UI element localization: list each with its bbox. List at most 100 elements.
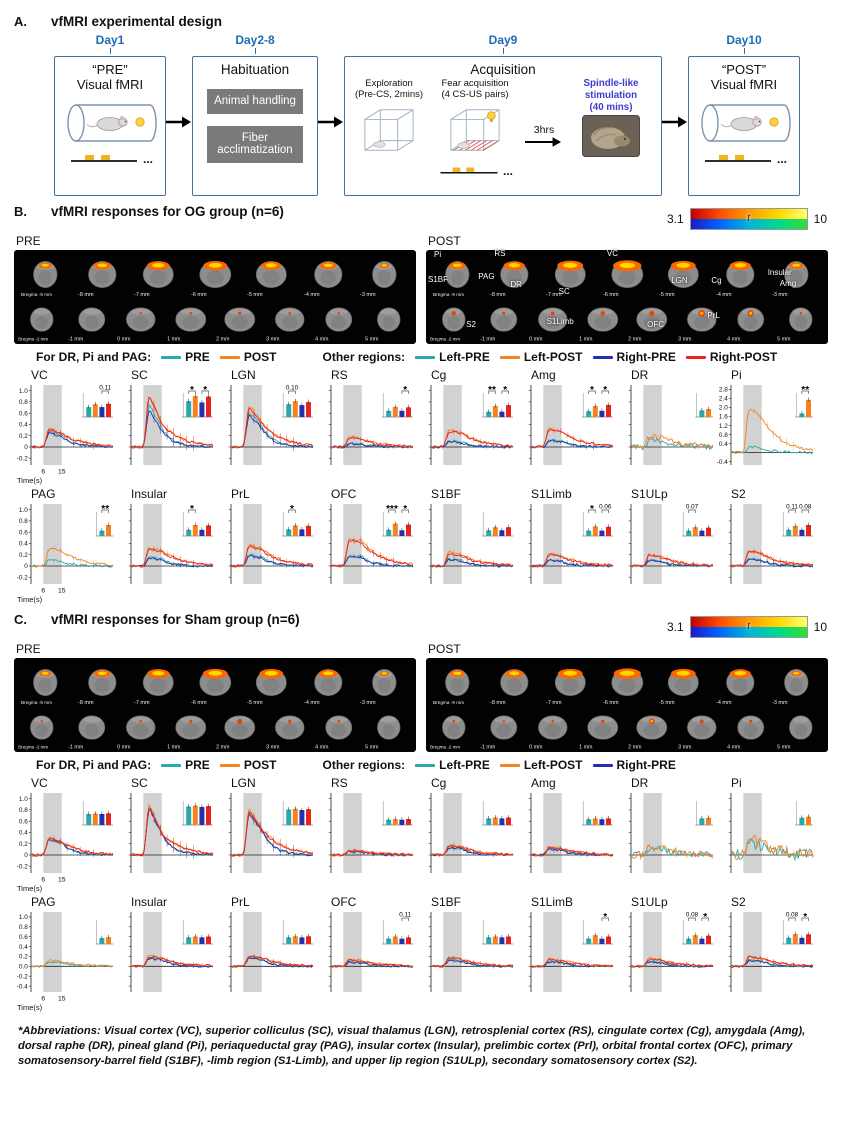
plot-title-LGN: LGN [231, 776, 256, 790]
timecourse-plot-Amg [528, 793, 614, 873]
svg-text:0.6: 0.6 [19, 410, 28, 417]
plot-row: PAG 1.0 0.8 0.6 0.4 0.2 0.0 -0.2 -0.4 6 15 Time(s) I… [16, 893, 833, 1012]
timecourse-plot-SC [128, 793, 214, 873]
plot-cell-S1BF: S1BF [416, 485, 516, 604]
legend-line-icon [499, 355, 520, 359]
svg-text:0.6: 0.6 [19, 818, 28, 825]
svg-text:-0.4: -0.4 [717, 459, 728, 466]
svg-text:Time(s): Time(s) [17, 1003, 43, 1012]
brain-slice: -5 mm [659, 668, 699, 705]
fear-label: Fear acquisition (4 CS-US pairs) [429, 78, 521, 104]
plot-cell-PAG: PAG 1.0 0.8 0.6 0.4 0.2 0 -0.2 6 15 Time(s) ** [16, 485, 116, 604]
brain-slice: -8 mm [490, 669, 528, 705]
spindle-stimulation-stage: Spindle-like stimulation (40 mins) [567, 78, 655, 162]
svg-text:0.11: 0.11 [786, 504, 798, 511]
plot-cell-Amg: Amg * * [516, 366, 616, 485]
svg-text:0.4: 0.4 [719, 441, 728, 448]
legend-line-icon [592, 763, 613, 767]
pre-brain-montage: Bregma -9 mm -8 mm -7 mm -6 mm -5 mm -4 mm -3 … [14, 658, 416, 752]
svg-text:-5 mm: -5 mm [659, 292, 675, 297]
brain-slice: 0 mm [117, 307, 156, 342]
svg-text:2 mm: 2 mm [628, 744, 642, 750]
plot-title-PrL: PrL [231, 895, 250, 909]
plot-cell-S1BF: S1BF [416, 893, 516, 1012]
panel-b-letter: B. [14, 204, 27, 219]
legend-item-pre: PRE [161, 350, 210, 364]
plot-cell-Insular: Insular * [116, 485, 216, 604]
region-label-ofc: OFC [647, 319, 664, 329]
plot-cell-S1ULp: S1ULp 0.07 [616, 485, 716, 604]
legend-label: Left-PRE [439, 758, 490, 772]
pre-montage-wrap: PRE Bregma -9 mm -8 mm -7 mm -6 mm -5 mm -4 m… [14, 230, 416, 344]
panel-c-plots: VC 1.0 0.8 0.6 0.4 0.2 0 -0.2 6 15 Time(s) SC LGN RS C… [14, 774, 833, 1012]
plot-title-OFC: OFC [331, 895, 357, 909]
brain-slice: -6 mm [603, 260, 643, 297]
region-label-s1limb: S1Limb [546, 316, 574, 326]
montage-row: Bregma -2 mm -1 mm 0 mm 1 mm 2 mm 3 mm 4 mm 5 m… [429, 297, 825, 342]
svg-text:0.4: 0.4 [19, 541, 28, 548]
brain-slice: -7 mm [546, 260, 586, 297]
svg-text:0.4: 0.4 [19, 944, 28, 951]
svg-text:Bregma -9 mm: Bregma -9 mm [433, 292, 464, 297]
abbreviations-footnote: *Abbreviations: Visual cortex (VC), supe… [18, 1025, 806, 1068]
plot-title-S2: S2 [731, 895, 746, 909]
svg-text:-0.4: -0.4 [17, 983, 28, 990]
mri-scanner-icon [67, 104, 157, 142]
mri-scanner-icon [701, 104, 791, 142]
svg-text:3 mm: 3 mm [266, 744, 280, 750]
negative-t-gradient [690, 219, 807, 229]
plot-title-OFC: OFC [331, 487, 357, 501]
legend-label: Right-PRE [616, 758, 676, 772]
svg-text:1 mm: 1 mm [167, 744, 181, 750]
post-brain-montage: Bregma -9 mm -8 mm -7 mm -6 mm -5 mm -4 mm -3 … [426, 658, 828, 752]
plot-cell-PAG: PAG 1.0 0.8 0.6 0.4 0.2 0.0 -0.2 -0.4 6 15 Time(s) [16, 893, 116, 1012]
ellipsis-text: ... [142, 152, 153, 166]
svg-text:4 mm: 4 mm [727, 336, 741, 342]
timecourse-plot-Pi [728, 793, 814, 873]
svg-text:0.4: 0.4 [19, 830, 28, 837]
legend-group2-label: Other regions: [322, 350, 406, 364]
plot-cell-PrL: PrL [216, 893, 316, 1012]
plot-cell-RS: RS * [316, 366, 416, 485]
brain-slice: -5 mm [659, 260, 699, 297]
plot-cell-S2: S2 0.11 0.08 [716, 485, 816, 604]
svg-text:0.2: 0.2 [19, 841, 28, 848]
plot-cell-VC: VC 1.0 0.8 0.6 0.4 0.2 0 -0.2 6 15 Time(s) 0.11 [16, 366, 116, 485]
acquisition-stage-group: Day9 Acquisition Exploration (Pre-CS, 2m… [344, 33, 662, 196]
timecourse-plot-S1ULp: 0.08 * [628, 912, 714, 992]
svg-text:0.08: 0.08 [799, 504, 812, 511]
svg-text:-3 mm: -3 mm [360, 700, 376, 705]
brain-slice: 1 mm [579, 715, 618, 750]
region-label-s1bf: S1BF [428, 275, 449, 285]
post-box-title: “POST” [721, 62, 767, 77]
plot-title-S1BF: S1BF [431, 487, 462, 501]
svg-text:Time(s): Time(s) [17, 476, 43, 485]
legend-label: PRE [185, 758, 210, 772]
svg-text:*: * [190, 385, 194, 396]
legend-item-left-pre: Left-PRE [415, 350, 490, 364]
timecourse-plot-PrL: * [228, 504, 314, 584]
panel-a-title: vfMRI experimental design [51, 14, 223, 29]
region-label-sc: SC [558, 286, 570, 296]
svg-text:1.0: 1.0 [19, 914, 28, 921]
svg-text:2 mm: 2 mm [628, 336, 642, 342]
svg-text:15: 15 [58, 588, 66, 595]
legend-line-icon [499, 763, 520, 767]
legend-label: POST [243, 350, 277, 364]
brain-slice: -7 mm [134, 261, 174, 297]
panel-c-legend: For DR, Pi and PAG: PRE POST Other regions:… [36, 758, 833, 772]
timecourse-plot-RS [328, 793, 414, 873]
panel-b: B. vfMRI responses for OG group (n=6) 3.… [10, 204, 837, 604]
flow-arrow-icon [318, 115, 344, 134]
delay-arrow-icon [525, 137, 562, 147]
panel-a: A. vfMRI experimental design Day1 “PRE” … [10, 14, 837, 196]
colorbar-gradient: t [689, 616, 808, 638]
svg-text:-7 mm: -7 mm [134, 700, 150, 705]
brain-slice: 5 mm [365, 307, 400, 342]
brain-slice: -8 mm [78, 669, 116, 705]
brain-slice: -8 mm [78, 261, 116, 297]
region-label-s2: S2 [466, 319, 476, 329]
brain-slice: 5 mm [365, 715, 400, 750]
legend-line-icon [161, 355, 182, 359]
plot-cell-VC: VC 1.0 0.8 0.6 0.4 0.2 0 -0.2 6 15 Time(s) [16, 774, 116, 893]
